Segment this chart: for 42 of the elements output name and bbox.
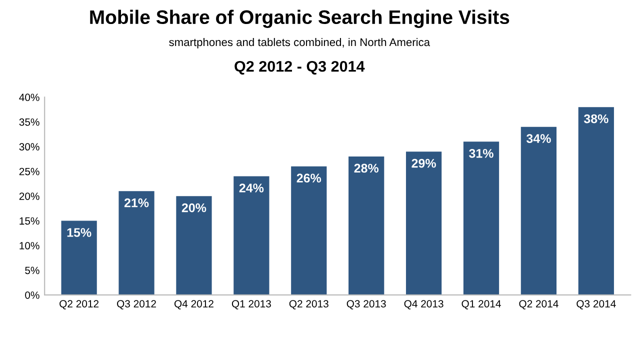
bar [463,142,500,295]
x-tick-label: Q1 2014 [462,300,501,310]
data-label: 38% [584,114,608,124]
x-tick-label: Q1 2013 [232,300,271,310]
bar [118,191,154,295]
data-label: 21% [124,198,149,208]
y-tick-label: 40% [19,94,40,102]
text: Q2 2012 - Q3 2014 [234,60,365,75]
y-tick-label: 10% [20,242,40,250]
y-tick-label: 15% [20,217,40,225]
y-tick-label: 0% [25,291,40,299]
chart-subtitle: smartphones and tablets combined, in North America [169,38,430,48]
bar [348,156,384,295]
data-label: 20% [182,203,206,212]
x-tick-label: Q2 2013 [289,300,328,310]
x-tick-label: Q3 2014 [576,300,616,310]
y-tick-label: 20% [19,192,40,200]
bar [234,176,270,295]
bar [520,126,557,295]
x-tick-label: Q3 2012 [117,300,156,310]
data-label: 24% [239,184,264,192]
y-tick-label: 35% [19,118,40,126]
y-tick-label: 25% [19,168,40,176]
data-label: 29% [412,158,436,168]
bar [61,220,97,295]
data-label: 15% [67,228,92,237]
data-label: 28% [354,164,379,173]
y-tick-label: 5% [25,266,40,274]
data-label: 34% [526,134,551,143]
data-label: 31% [469,148,494,158]
x-tick-label: Q4 2013 [404,300,444,310]
y-tick-label: 30% [19,143,40,151]
x-tick-label: Q2 2012 [60,300,99,310]
bar [176,196,212,295]
bar [406,152,442,295]
x-tick-label: Q2 2014 [519,300,558,310]
bar [291,166,327,295]
x-tick-label: Q3 2013 [346,300,386,310]
chart-title: Mobile Share of Organic Search Engine Visits [90,10,510,28]
x-tick-label: Q4 2012 [174,300,214,310]
bar [578,107,614,295]
data-label: 26% [296,174,322,183]
